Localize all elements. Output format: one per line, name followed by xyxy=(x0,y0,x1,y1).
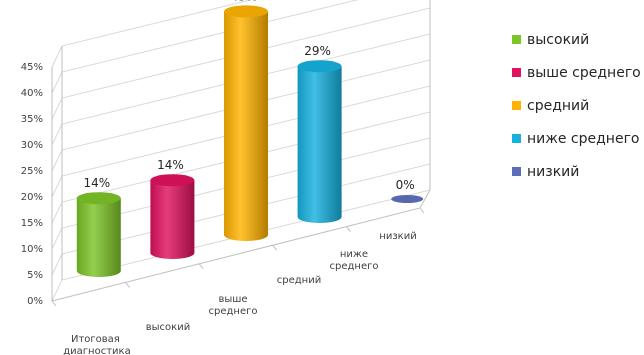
data-label: 14% xyxy=(83,176,110,190)
y-tick-label: 45% xyxy=(21,62,43,73)
y-tick-label: 20% xyxy=(21,192,43,203)
legend-label: низкий xyxy=(527,164,579,180)
legend-label: средний xyxy=(527,98,589,114)
legend-swatch xyxy=(512,101,521,110)
legend-label: высокий xyxy=(527,32,589,48)
cylinder-top xyxy=(297,60,342,73)
category-tick xyxy=(272,244,278,251)
legend-item: высокий xyxy=(512,32,589,48)
data-label: 43% xyxy=(231,0,258,3)
legend-label: выше среднего xyxy=(527,65,641,81)
cylinder-top xyxy=(224,5,268,18)
bar xyxy=(224,5,268,242)
cylinder-disc xyxy=(391,195,424,203)
category-label: ниже среднего xyxy=(330,249,379,272)
category-label: средний xyxy=(277,275,321,286)
category-label: низкий xyxy=(379,231,416,242)
bar xyxy=(150,174,195,259)
cylinder-body xyxy=(150,180,195,259)
category-tick xyxy=(346,226,351,232)
cylinder-body xyxy=(76,198,121,277)
y-tick-label: 35% xyxy=(21,114,43,125)
legend-item: низкий xyxy=(512,164,579,180)
category-label: высокий xyxy=(146,322,190,333)
legend: высокий выше среднего средний ниже среднего… xyxy=(512,32,641,180)
category-tick xyxy=(125,282,130,288)
category-tick xyxy=(198,263,204,270)
data-labels: 14% 14% 43% 29% 0% xyxy=(83,0,414,192)
legend-item: средний xyxy=(512,98,589,114)
y-tick-label: 25% xyxy=(21,166,43,177)
y-axis-tick-labels: 0% 5% 10% 15% 20% 25% 30% 35% 40% 45% xyxy=(21,62,43,307)
y-tick-label: 0% xyxy=(27,296,43,307)
legend-swatch xyxy=(512,68,521,77)
legend-item: ниже среднего xyxy=(512,131,640,147)
legend-swatch xyxy=(512,167,521,176)
series-label: Итоговая диагностика xyxy=(63,334,130,355)
legend-swatch xyxy=(512,134,521,143)
cylinder-body xyxy=(297,66,342,223)
cylinder-top xyxy=(76,192,121,205)
data-label: 14% xyxy=(157,158,184,172)
bar xyxy=(391,195,424,203)
y-tick-label: 40% xyxy=(21,88,43,99)
cylinder-body xyxy=(224,11,268,242)
cylinder-top xyxy=(150,174,195,187)
data-label: 0% xyxy=(396,178,415,192)
category-tick xyxy=(419,207,425,214)
category-label: выше среднего xyxy=(209,294,258,317)
y-tick-label: 10% xyxy=(21,244,43,255)
legend-swatch xyxy=(512,35,521,44)
y-tick-label: 15% xyxy=(21,218,43,229)
legend-item: выше среднего xyxy=(512,65,641,81)
y-tick-label: 5% xyxy=(27,270,43,281)
legend-label: ниже среднего xyxy=(527,131,640,147)
bar xyxy=(297,60,342,223)
y-tick-label: 30% xyxy=(21,140,43,151)
category-labels: Итоговая диагностика высокий выше среднего… xyxy=(63,231,416,355)
bar xyxy=(76,192,121,277)
category-tick xyxy=(51,300,57,307)
bars xyxy=(76,5,424,277)
axes xyxy=(51,0,431,307)
data-label: 29% xyxy=(304,44,331,58)
